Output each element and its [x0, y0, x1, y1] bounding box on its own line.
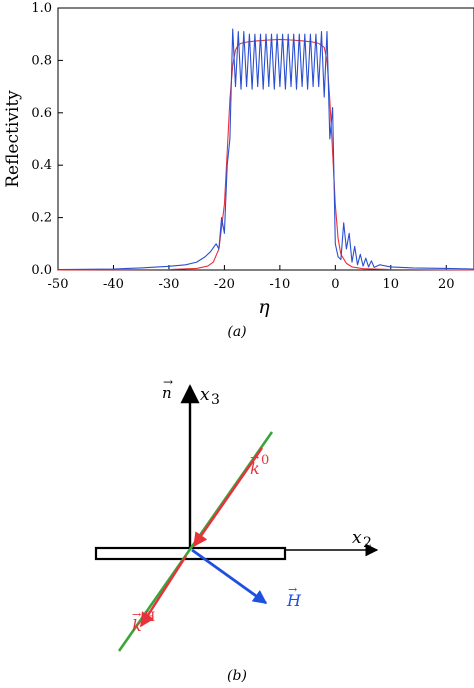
y-tick-label: 0.0 — [31, 263, 52, 278]
x-axis-label: η — [258, 296, 270, 318]
vector-arrow-kh: → — [132, 608, 141, 621]
label-x2: x 2 — [352, 528, 372, 551]
y-tick-label: 0.2 — [31, 211, 52, 226]
series-group — [57, 28, 474, 271]
label-n: n → — [162, 375, 173, 402]
vector-h — [191, 548, 268, 605]
series-line-1 — [57, 38, 474, 271]
label-x3: x 3 — [200, 385, 220, 408]
x-tick-label: -40 — [103, 277, 124, 292]
svg-text:3: 3 — [211, 392, 220, 408]
y-axis-label: Reflectivity — [3, 90, 23, 188]
y-ticks: 0.0 0.2 0.4 0.6 0.8 1.0 — [31, 1, 63, 278]
label-kh: k → H — [132, 608, 155, 635]
x-tick-label: -30 — [158, 277, 179, 292]
vector-arrow-n: → — [163, 375, 173, 389]
x-tick-label: -10 — [269, 277, 290, 292]
svg-text:n: n — [162, 384, 172, 402]
svg-text:H: H — [144, 610, 155, 625]
x-tick-label: -50 — [48, 277, 69, 292]
y-tick-label: 0.6 — [31, 106, 52, 121]
x-tick-label: 0 — [331, 277, 339, 292]
svg-text:k: k — [250, 459, 260, 478]
label-k0: k → 0 — [250, 451, 269, 478]
x-tick-label: 10 — [383, 277, 400, 292]
x-tick-label: 20 — [438, 277, 455, 292]
diffracted-wave-vector — [139, 555, 188, 628]
series-line-2 — [57, 28, 474, 271]
plot-frame — [57, 7, 474, 271]
caption-a: (a) — [227, 324, 246, 340]
y-tick-label: 0.8 — [31, 53, 52, 68]
caption-b: (b) — [227, 668, 247, 684]
y-tick-label: 0.4 — [31, 158, 52, 173]
y-tick-label: 1.0 — [31, 1, 52, 16]
incident-wave-vector — [193, 447, 263, 548]
svg-text:x: x — [352, 528, 362, 548]
x-ticks: -50 -40 -30 -20 -10 0 10 20 — [48, 265, 455, 292]
svg-text:H: H — [286, 591, 302, 610]
vector-arrow-h: → — [288, 583, 297, 596]
x-tick-label: -20 — [214, 277, 235, 292]
reflectivity-chart: 0.00.20.40.60.81.0 -50 -40 -30 -20 -10 0 10 20 … — [3, 1, 474, 340]
svg-text:2: 2 — [363, 535, 372, 551]
svg-text:0: 0 — [261, 453, 269, 468]
vector-arrow-k0: → — [250, 451, 259, 464]
svg-text:k: k — [132, 616, 142, 635]
geometry-diagram: n → x 3 x 2 k → 0 k → H H → (b) — [94, 375, 379, 684]
label-h: H → — [286, 583, 302, 610]
svg-text:x: x — [200, 385, 210, 405]
